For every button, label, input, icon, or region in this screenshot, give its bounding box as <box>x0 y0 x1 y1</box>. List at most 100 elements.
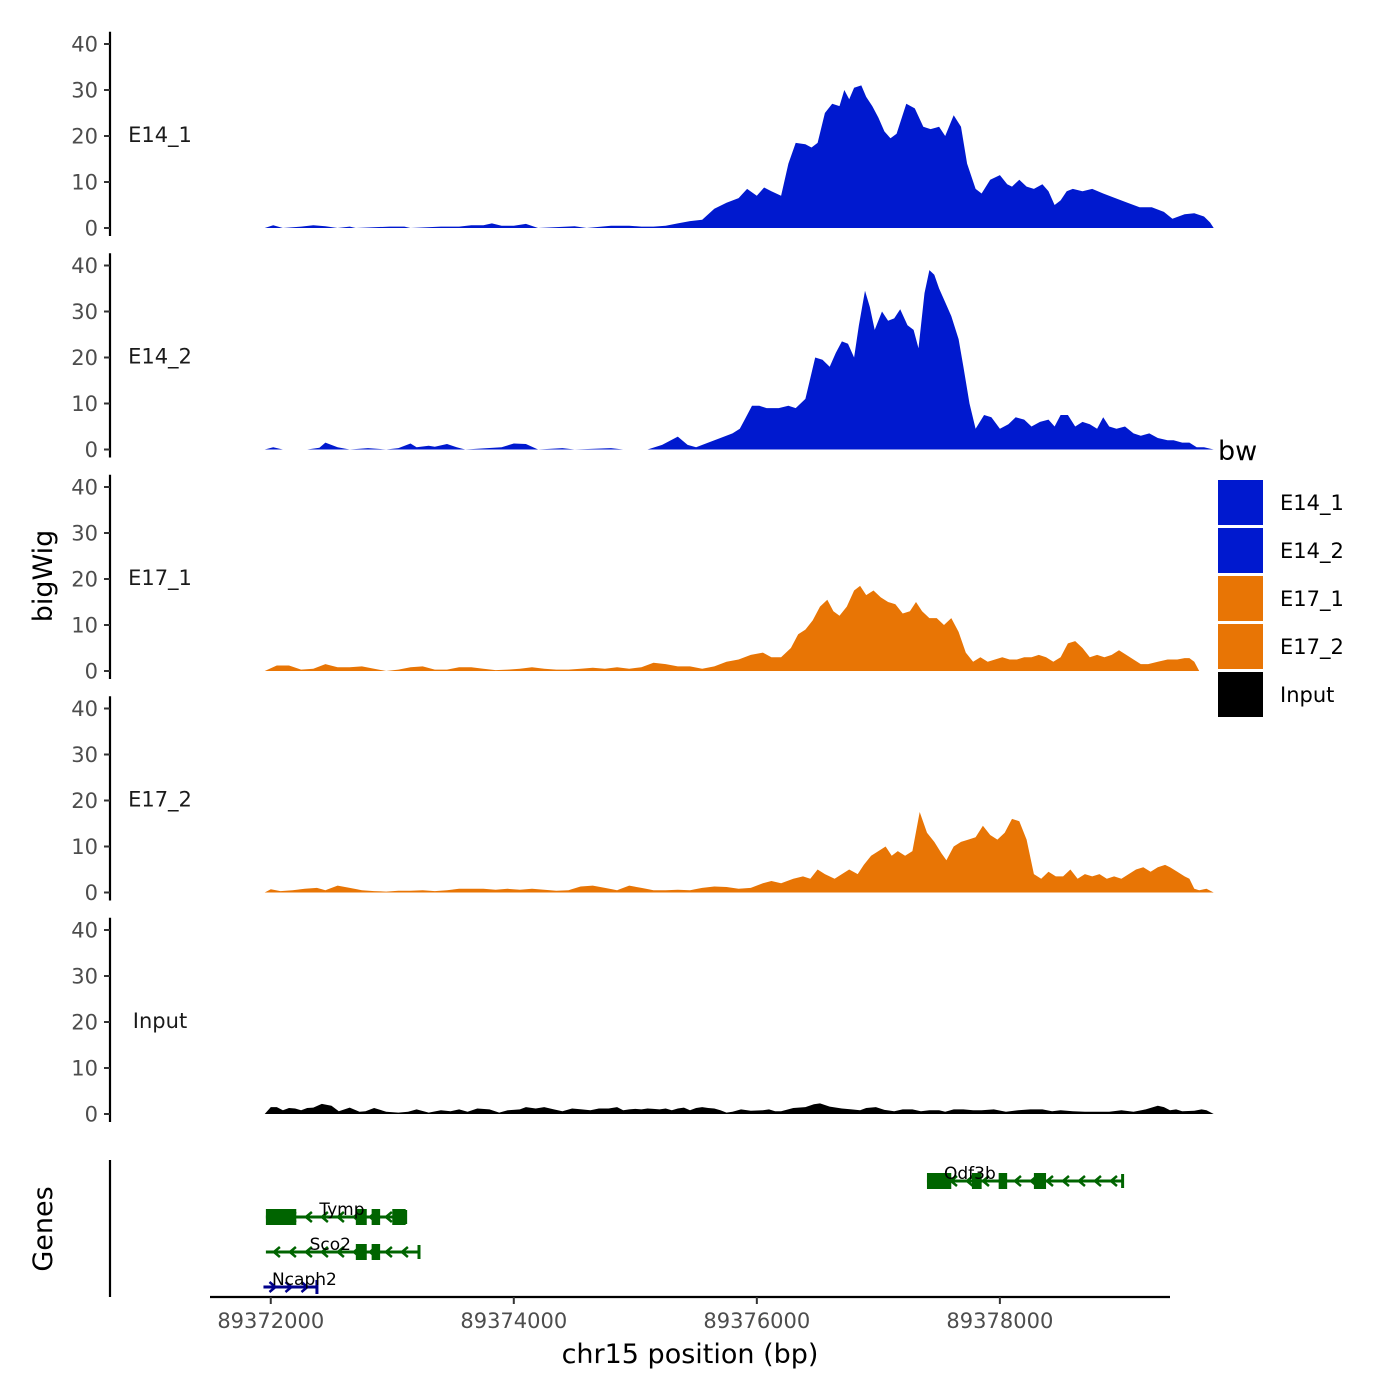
x-tick-label: 89374000 <box>460 1309 567 1333</box>
gene-exon <box>355 1244 367 1260</box>
gene-label-odf3b: Odf3b <box>944 1164 996 1184</box>
strand-arrow <box>1061 1175 1070 1187</box>
gene-exon <box>392 1209 406 1225</box>
strand-arrow <box>303 1211 313 1223</box>
signal-area-e17-1 <box>264 585 1200 671</box>
x-tick-label: 89376000 <box>703 1309 810 1333</box>
strand-arrow <box>335 1246 345 1258</box>
legend-label-e14-1: E14_1 <box>1280 491 1344 516</box>
strand-arrow <box>287 1246 297 1258</box>
y-tick-label: 40 <box>71 697 98 721</box>
legend-swatch-e17-2 <box>1218 624 1263 669</box>
gene-exon <box>998 1173 1008 1189</box>
signal-area-e17-2 <box>264 812 1214 893</box>
gene-exon <box>1033 1173 1047 1189</box>
gene-odf3b: Odf3b <box>926 1164 1125 1189</box>
strand-arrow <box>271 1246 281 1258</box>
legend-swatch-input <box>1218 672 1263 717</box>
y-tick-label: 10 <box>71 171 98 195</box>
strand-arrow <box>965 1175 974 1187</box>
y-tick-label: 10 <box>71 392 98 416</box>
y-tick-label: 40 <box>71 33 98 57</box>
track-label-e17-2: E17_2 <box>128 788 192 813</box>
strand-arrow <box>1013 1175 1022 1187</box>
y-tick-label: 40 <box>71 919 98 943</box>
legend-swatch-e14-2 <box>1218 528 1263 573</box>
strand-arrow <box>1077 1175 1086 1187</box>
strand-arrow <box>383 1246 393 1258</box>
gene-label-tymp: Tymp <box>318 1200 364 1220</box>
strand-arrow <box>303 1246 313 1258</box>
signal-area-e14-1 <box>264 85 1214 229</box>
y-tick-label: 10 <box>71 614 98 638</box>
gene-label-sco2: Sco2 <box>310 1235 351 1255</box>
gene-exon <box>971 1173 982 1189</box>
y-tick-label: 20 <box>71 568 98 592</box>
y-tick-label: 30 <box>71 300 98 324</box>
gene-ncaph2: Ncaph2 <box>263 1270 337 1294</box>
signal-tracks: 0 10 20 30 40 E14_1 0 10 20 30 40 E14_2 0 10 20 30 40 E17… <box>71 31 1214 1127</box>
strand-arrow <box>399 1246 409 1258</box>
gene-exon <box>355 1209 367 1225</box>
y-tick-label: 0 <box>85 1103 98 1127</box>
gene-annotation-panel: Odf3b Tymp Sco2 Ncaph2 <box>108 1160 1125 1297</box>
track-label-e17-1: E17_1 <box>128 566 192 591</box>
y-tick-label: 40 <box>71 476 98 500</box>
strand-arrow <box>981 1175 990 1187</box>
y-tick-label: 0 <box>85 438 98 462</box>
signal-area-e14-2 <box>264 270 1214 450</box>
x-axis: 89372000 89374000 89376000 89378000 <box>210 1295 1170 1333</box>
strand-arrow <box>268 1281 278 1293</box>
y-tick-label: 0 <box>85 217 98 241</box>
legend-label-e14-2: E14_2 <box>1280 539 1344 564</box>
y-axis-title: bigWig <box>28 530 59 623</box>
strand-arrow <box>1109 1175 1118 1187</box>
strand-arrow <box>383 1211 393 1223</box>
strand-arrow <box>284 1281 294 1293</box>
gene-exon <box>371 1244 381 1260</box>
gene-sco2: Sco2 <box>265 1235 421 1260</box>
legend-label-e17-1: E17_1 <box>1280 587 1344 612</box>
gene-tymp: Tymp <box>265 1200 408 1225</box>
legend-title: bw <box>1218 436 1257 467</box>
signal-area-input <box>264 1103 1214 1114</box>
legend-swatch-e17-1 <box>1218 576 1263 621</box>
x-axis-title: chr15 position (bp) <box>562 1339 819 1370</box>
y-tick-label: 10 <box>71 835 98 859</box>
y-tick-label: 20 <box>71 789 98 813</box>
strand-arrow <box>1045 1175 1054 1187</box>
x-tick-label: 89372000 <box>217 1309 324 1333</box>
y-tick-label: 0 <box>85 660 98 684</box>
strand-arrow <box>319 1246 329 1258</box>
legend-label-input: Input <box>1280 683 1334 707</box>
gene-label-ncaph2: Ncaph2 <box>272 1270 337 1290</box>
y-tick-label: 30 <box>71 743 98 767</box>
y-tick-label: 10 <box>71 1057 98 1081</box>
strand-arrow <box>335 1211 345 1223</box>
gene-exon <box>926 1173 952 1189</box>
y-tick-label: 20 <box>71 125 98 149</box>
strand-arrow <box>300 1281 310 1293</box>
legend: bw E14_1 E14_2 E17_1 E17_2 Input <box>1218 436 1344 717</box>
track-label-input: Input <box>133 1009 187 1033</box>
track-label-e14-2: E14_2 <box>128 345 192 370</box>
gene-exon <box>265 1209 297 1225</box>
y-tick-label: 20 <box>71 346 98 370</box>
track-e17-2: 0 10 20 30 40 E17_2 <box>71 696 1214 905</box>
gene-exon <box>371 1209 381 1225</box>
track-input: 0 10 20 30 40 Input <box>71 917 1214 1127</box>
strand-arrow <box>1093 1175 1102 1187</box>
y-tick-label: 40 <box>71 254 98 278</box>
strand-arrow <box>319 1211 329 1223</box>
y-tick-label: 30 <box>71 522 98 546</box>
y-tick-label: 20 <box>71 1011 98 1035</box>
legend-label-e17-2: E17_2 <box>1280 635 1344 660</box>
legend-swatch-e14-1 <box>1218 480 1263 525</box>
y-tick-label: 30 <box>71 965 98 989</box>
y-tick-label: 30 <box>71 79 98 103</box>
y-tick-label: 0 <box>85 881 98 905</box>
x-tick-label: 89378000 <box>946 1309 1053 1333</box>
track-label-e14-1: E14_1 <box>128 123 192 148</box>
track-e17-1: 0 10 20 30 40 E17_1 <box>71 474 1200 684</box>
